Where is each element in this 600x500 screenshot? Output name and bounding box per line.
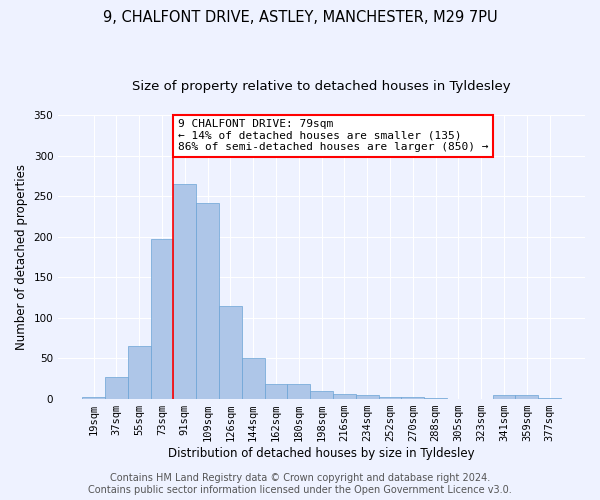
Bar: [356, 395, 379, 399]
Y-axis label: Number of detached properties: Number of detached properties: [15, 164, 28, 350]
Bar: [151, 239, 173, 399]
Bar: [379, 398, 401, 399]
Bar: [424, 398, 447, 399]
Bar: [515, 395, 538, 399]
Bar: [196, 202, 219, 399]
Bar: [287, 384, 310, 399]
Bar: [242, 358, 265, 399]
X-axis label: Distribution of detached houses by size in Tyldesley: Distribution of detached houses by size …: [168, 447, 475, 460]
Bar: [265, 384, 287, 399]
Text: 9, CHALFONT DRIVE, ASTLEY, MANCHESTER, M29 7PU: 9, CHALFONT DRIVE, ASTLEY, MANCHESTER, M…: [103, 10, 497, 25]
Bar: [128, 346, 151, 399]
Bar: [493, 395, 515, 399]
Title: Size of property relative to detached houses in Tyldesley: Size of property relative to detached ho…: [132, 80, 511, 93]
Bar: [219, 306, 242, 399]
Bar: [173, 184, 196, 399]
Bar: [333, 394, 356, 399]
Bar: [538, 398, 561, 399]
Text: Contains HM Land Registry data © Crown copyright and database right 2024.
Contai: Contains HM Land Registry data © Crown c…: [88, 474, 512, 495]
Text: 9 CHALFONT DRIVE: 79sqm
← 14% of detached houses are smaller (135)
86% of semi-d: 9 CHALFONT DRIVE: 79sqm ← 14% of detache…: [178, 119, 488, 152]
Bar: [310, 391, 333, 399]
Bar: [105, 377, 128, 399]
Bar: [82, 398, 105, 399]
Bar: [401, 398, 424, 399]
